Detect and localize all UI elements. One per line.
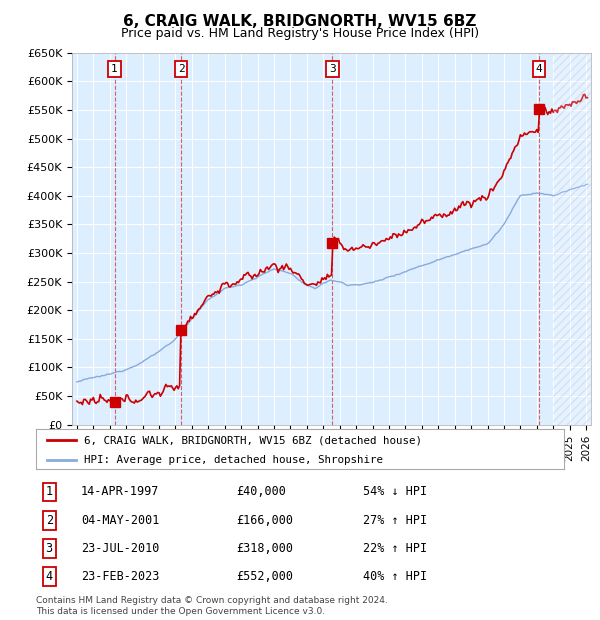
Text: 2: 2 (46, 514, 53, 527)
Text: Price paid vs. HM Land Registry's House Price Index (HPI): Price paid vs. HM Land Registry's House … (121, 27, 479, 40)
Text: 23-JUL-2010: 23-JUL-2010 (81, 542, 159, 555)
Text: 4: 4 (46, 570, 53, 583)
Text: 54% ↓ HPI: 54% ↓ HPI (364, 485, 427, 498)
Text: £552,000: £552,000 (236, 570, 293, 583)
Text: 3: 3 (329, 64, 336, 74)
Text: 04-MAY-2001: 04-MAY-2001 (81, 514, 159, 527)
Text: £40,000: £40,000 (236, 485, 287, 498)
Text: 6, CRAIG WALK, BRIDGNORTH, WV15 6BZ (detached house): 6, CRAIG WALK, BRIDGNORTH, WV15 6BZ (det… (83, 435, 422, 445)
Text: 14-APR-1997: 14-APR-1997 (81, 485, 159, 498)
Text: 6, CRAIG WALK, BRIDGNORTH, WV15 6BZ: 6, CRAIG WALK, BRIDGNORTH, WV15 6BZ (124, 14, 476, 29)
Text: 2: 2 (178, 64, 184, 74)
Text: 22% ↑ HPI: 22% ↑ HPI (364, 542, 427, 555)
Text: 40% ↑ HPI: 40% ↑ HPI (364, 570, 427, 583)
Text: 3: 3 (46, 542, 53, 555)
Text: £166,000: £166,000 (236, 514, 293, 527)
Text: 23-FEB-2023: 23-FEB-2023 (81, 570, 159, 583)
Text: 4: 4 (536, 64, 542, 74)
Text: Contains HM Land Registry data © Crown copyright and database right 2024.
This d: Contains HM Land Registry data © Crown c… (36, 596, 388, 616)
Text: 27% ↑ HPI: 27% ↑ HPI (364, 514, 427, 527)
Text: 1: 1 (46, 485, 53, 498)
Text: 1: 1 (111, 64, 118, 74)
Text: £318,000: £318,000 (236, 542, 293, 555)
Text: HPI: Average price, detached house, Shropshire: HPI: Average price, detached house, Shro… (83, 456, 383, 466)
